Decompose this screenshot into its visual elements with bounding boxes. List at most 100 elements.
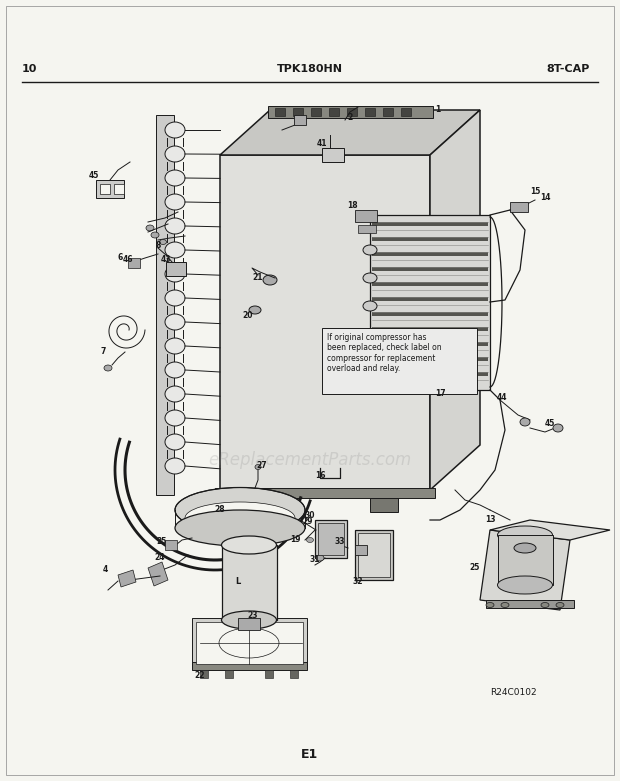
Text: 19: 19 bbox=[290, 536, 300, 544]
Polygon shape bbox=[220, 155, 430, 490]
Ellipse shape bbox=[165, 314, 185, 330]
Bar bbox=[222, 545, 277, 620]
Ellipse shape bbox=[556, 602, 564, 608]
Ellipse shape bbox=[175, 487, 305, 533]
Bar bbox=[294, 115, 306, 125]
Bar bbox=[355, 530, 393, 580]
Ellipse shape bbox=[146, 225, 154, 231]
Ellipse shape bbox=[165, 194, 185, 210]
Bar bbox=[372, 312, 488, 316]
Bar bbox=[383, 108, 393, 116]
Ellipse shape bbox=[249, 306, 261, 314]
Bar bbox=[100, 184, 110, 194]
Bar bbox=[365, 108, 375, 116]
Bar bbox=[358, 225, 376, 233]
Ellipse shape bbox=[165, 458, 185, 474]
Ellipse shape bbox=[316, 555, 324, 561]
Bar bbox=[268, 106, 433, 118]
Bar bbox=[358, 533, 390, 577]
Bar bbox=[498, 535, 553, 585]
Ellipse shape bbox=[221, 611, 277, 629]
Polygon shape bbox=[148, 562, 168, 586]
Text: 1: 1 bbox=[435, 105, 441, 115]
Bar bbox=[372, 372, 488, 376]
Text: 32: 32 bbox=[353, 577, 363, 587]
Ellipse shape bbox=[221, 536, 277, 554]
Ellipse shape bbox=[486, 602, 494, 608]
Bar bbox=[225, 670, 233, 678]
Bar bbox=[128, 258, 140, 268]
Text: 4: 4 bbox=[102, 565, 108, 575]
Bar bbox=[290, 670, 298, 678]
Polygon shape bbox=[480, 530, 570, 610]
Bar bbox=[311, 108, 321, 116]
Ellipse shape bbox=[255, 465, 261, 469]
Text: 45: 45 bbox=[545, 419, 555, 429]
Text: 2: 2 bbox=[347, 112, 353, 122]
Text: 31: 31 bbox=[310, 555, 321, 565]
Text: 27: 27 bbox=[257, 462, 267, 470]
Bar bbox=[372, 327, 488, 330]
Text: 8T-CAP: 8T-CAP bbox=[547, 64, 590, 74]
Bar bbox=[372, 282, 488, 286]
Bar bbox=[355, 545, 367, 555]
Text: L: L bbox=[236, 577, 241, 587]
Text: eReplacementParts.com: eReplacementParts.com bbox=[208, 451, 412, 469]
Bar bbox=[401, 108, 411, 116]
Ellipse shape bbox=[520, 418, 530, 426]
Bar bbox=[329, 108, 339, 116]
Ellipse shape bbox=[165, 434, 185, 450]
Bar bbox=[215, 488, 435, 498]
Bar bbox=[372, 297, 488, 301]
Text: R24C0102: R24C0102 bbox=[490, 688, 537, 697]
Text: 14: 14 bbox=[540, 194, 551, 202]
Text: 10: 10 bbox=[22, 64, 37, 74]
Bar bbox=[318, 523, 344, 555]
Ellipse shape bbox=[263, 275, 277, 285]
Text: 13: 13 bbox=[485, 515, 495, 525]
Text: 7: 7 bbox=[100, 348, 105, 356]
Ellipse shape bbox=[541, 602, 549, 608]
Bar bbox=[372, 237, 488, 241]
Text: 45: 45 bbox=[89, 172, 99, 180]
Ellipse shape bbox=[363, 301, 377, 311]
Text: 25: 25 bbox=[157, 537, 167, 547]
Ellipse shape bbox=[363, 273, 377, 283]
Text: 23: 23 bbox=[248, 612, 259, 620]
Bar bbox=[322, 328, 477, 394]
Bar bbox=[200, 670, 208, 678]
Bar bbox=[355, 210, 377, 222]
Bar bbox=[370, 498, 398, 512]
Text: 28: 28 bbox=[215, 505, 225, 515]
Ellipse shape bbox=[501, 602, 509, 608]
Ellipse shape bbox=[165, 338, 185, 354]
Ellipse shape bbox=[165, 218, 185, 234]
Bar bbox=[322, 148, 344, 162]
Ellipse shape bbox=[165, 410, 185, 426]
Ellipse shape bbox=[553, 424, 563, 432]
Ellipse shape bbox=[151, 232, 159, 238]
Text: 15: 15 bbox=[530, 187, 540, 197]
Ellipse shape bbox=[165, 122, 185, 138]
Ellipse shape bbox=[497, 526, 552, 544]
Ellipse shape bbox=[175, 510, 305, 546]
Ellipse shape bbox=[165, 242, 185, 258]
Text: 43: 43 bbox=[161, 255, 171, 263]
Ellipse shape bbox=[165, 290, 185, 306]
Text: 22: 22 bbox=[195, 672, 205, 680]
Bar bbox=[225, 498, 253, 512]
Text: 18: 18 bbox=[347, 201, 357, 211]
Bar bbox=[347, 108, 357, 116]
Text: 6: 6 bbox=[117, 254, 123, 262]
Bar bbox=[372, 357, 488, 361]
Polygon shape bbox=[118, 570, 136, 587]
Bar bbox=[265, 670, 273, 678]
Ellipse shape bbox=[497, 576, 552, 594]
Ellipse shape bbox=[306, 537, 314, 543]
Ellipse shape bbox=[363, 357, 377, 367]
Polygon shape bbox=[490, 520, 610, 540]
Text: 24: 24 bbox=[155, 554, 166, 562]
Polygon shape bbox=[430, 110, 480, 490]
Bar bbox=[156, 115, 174, 495]
Bar bbox=[372, 342, 488, 345]
